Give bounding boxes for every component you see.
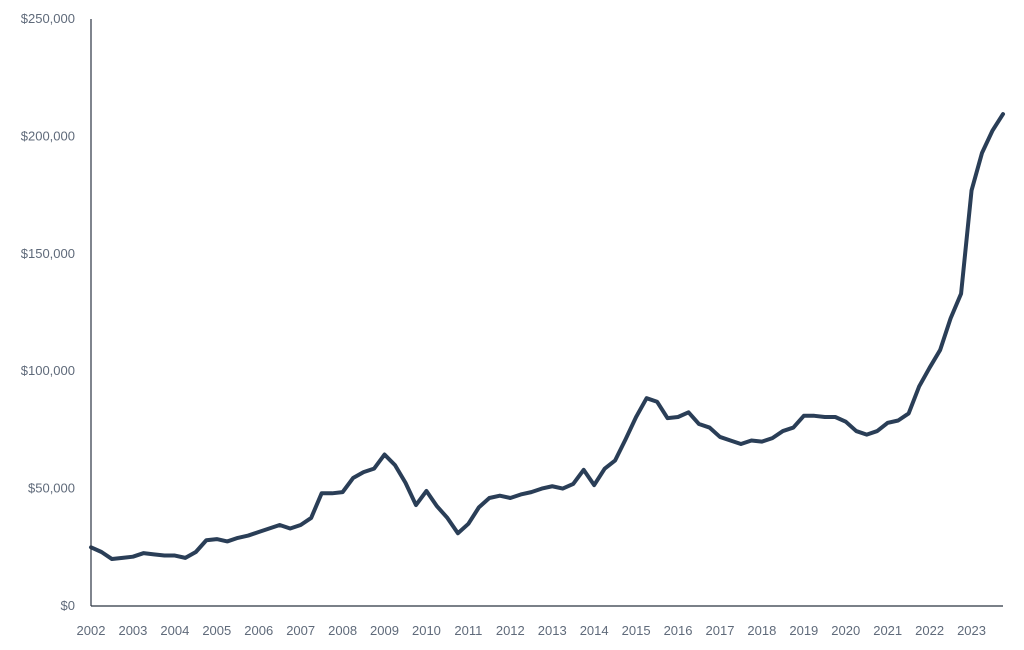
series-line <box>89 112 1005 562</box>
x-tick-label: 2023 <box>957 623 986 638</box>
x-tick-label: 2020 <box>831 623 860 638</box>
x-tick-label: 2007 <box>286 623 315 638</box>
x-tick-label: 2021 <box>873 623 902 638</box>
x-tick-label: 2006 <box>244 623 273 638</box>
x-tick-label: 2005 <box>202 623 231 638</box>
x-tick-label: 2010 <box>412 623 441 638</box>
x-tick-label: 2013 <box>538 623 567 638</box>
y-tick-label: $150,000 <box>21 246 75 261</box>
y-tick-label: $200,000 <box>21 128 75 143</box>
x-tick-label: 2017 <box>706 623 735 638</box>
x-tick-label: 2018 <box>747 623 776 638</box>
x-tick-label: 2011 <box>454 623 482 638</box>
x-tick-label: 2022 <box>915 623 944 638</box>
x-tick-label: 2015 <box>622 623 651 638</box>
y-tick-label: $50,000 <box>28 481 75 496</box>
series-layer <box>89 112 1005 562</box>
x-tick-label: 2003 <box>118 623 147 638</box>
y-tick-label: $250,000 <box>21 11 75 26</box>
x-tick-label: 2016 <box>664 623 693 638</box>
x-tick-label: 2012 <box>496 623 525 638</box>
y-axis-ticks: $0 $50,000 $100,000 $150,000 $200,000 $250,00… <box>21 11 75 613</box>
x-tick-label: 2004 <box>160 623 189 638</box>
x-tick-label: 2002 <box>77 623 106 638</box>
x-tick-label: 2019 <box>789 623 818 638</box>
y-tick-label: $100,000 <box>21 363 75 378</box>
x-tick-label: 2014 <box>580 623 609 638</box>
x-axis-ticks: 2002 2003 2004 2005 2006 2007 2008 2009 2010 2011… <box>77 623 986 638</box>
x-tick-label: 2009 <box>370 623 399 638</box>
y-tick-label: $0 <box>61 598 75 613</box>
x-tick-label: 2008 <box>328 623 357 638</box>
